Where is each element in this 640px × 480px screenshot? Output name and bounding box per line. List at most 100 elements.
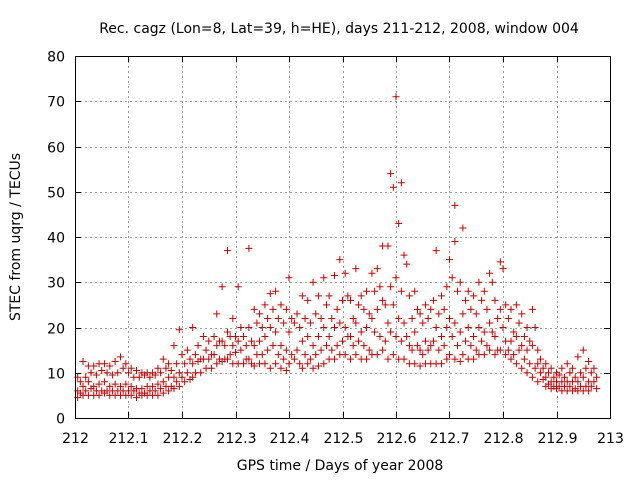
data-point (250, 305, 258, 313)
data-point (405, 342, 413, 350)
data-point (250, 342, 258, 350)
data-point (269, 305, 277, 313)
data-point (280, 319, 288, 327)
data-point (106, 362, 114, 370)
data-point (159, 389, 167, 397)
data-points (74, 93, 601, 402)
data-point (555, 371, 563, 379)
data-point (304, 296, 312, 304)
data-point (221, 342, 229, 350)
x-tick-label: 213 (597, 431, 624, 447)
data-point (272, 328, 280, 336)
data-point (277, 364, 285, 372)
data-point (392, 333, 400, 341)
data-point (183, 369, 191, 377)
data-point (282, 366, 290, 374)
data-point (486, 269, 494, 277)
x-tick-label: 212 (62, 431, 89, 447)
data-point (376, 283, 384, 291)
data-point (421, 337, 429, 345)
x-tick-label: 212.7 (429, 431, 469, 447)
data-point (467, 342, 475, 350)
data-point (507, 305, 515, 313)
data-point (363, 355, 371, 363)
data-point (416, 346, 424, 354)
data-point (347, 296, 355, 304)
data-point (114, 369, 122, 377)
data-point (223, 328, 231, 336)
data-point (381, 337, 389, 345)
data-point (384, 355, 392, 363)
data-point (100, 378, 108, 386)
data-point (432, 324, 440, 331)
data-point (411, 287, 419, 295)
data-point (336, 256, 344, 264)
data-point (454, 287, 462, 295)
data-point (282, 346, 290, 354)
data-point (523, 369, 531, 377)
data-point (226, 351, 234, 359)
data-point (237, 324, 245, 331)
data-point (135, 373, 143, 381)
data-point (178, 351, 186, 359)
data-point (336, 319, 344, 327)
data-point (181, 378, 189, 386)
data-point (320, 324, 328, 331)
data-point (371, 287, 379, 295)
data-point (314, 333, 322, 341)
data-point (384, 319, 392, 327)
data-point (277, 301, 285, 309)
y-tick-label: 40 (47, 231, 65, 247)
data-point (400, 319, 408, 327)
data-point (534, 360, 542, 368)
data-point (569, 364, 577, 372)
data-point (100, 360, 108, 368)
data-point (285, 274, 293, 282)
data-point (574, 353, 582, 361)
y-tick-label: 10 (47, 367, 65, 383)
data-point (400, 355, 408, 363)
data-point (116, 353, 124, 361)
data-point (151, 387, 159, 395)
data-point (344, 292, 352, 300)
data-point (397, 179, 405, 187)
data-point (309, 278, 317, 286)
data-point (165, 387, 173, 395)
data-point (84, 378, 92, 386)
data-point (306, 319, 314, 327)
data-point (293, 346, 301, 354)
data-point (424, 314, 432, 322)
data-point (480, 287, 488, 295)
data-point (454, 342, 462, 350)
data-point (253, 319, 261, 327)
data-point (306, 355, 314, 363)
data-point (368, 269, 376, 277)
data-point (285, 360, 293, 368)
data-point (413, 305, 421, 313)
data-point (520, 355, 528, 363)
data-point (79, 357, 87, 365)
data-point (355, 301, 363, 309)
data-point (491, 351, 499, 359)
data-point (245, 324, 253, 331)
data-point (440, 342, 448, 350)
data-point (585, 357, 593, 365)
data-point (518, 310, 526, 318)
data-point (365, 310, 373, 318)
data-point (240, 360, 248, 368)
data-point (325, 292, 333, 300)
data-point (304, 360, 312, 368)
x-tick-label: 212.5 (323, 431, 363, 447)
data-point (579, 346, 587, 354)
data-point (397, 337, 405, 345)
data-point (274, 351, 282, 359)
data-point (587, 382, 595, 390)
data-point (491, 296, 499, 304)
data-point (341, 351, 349, 359)
data-point (499, 265, 507, 273)
data-point (181, 360, 189, 368)
data-point (421, 301, 429, 309)
data-point (496, 346, 504, 354)
data-point (373, 265, 381, 273)
data-point (290, 319, 298, 327)
